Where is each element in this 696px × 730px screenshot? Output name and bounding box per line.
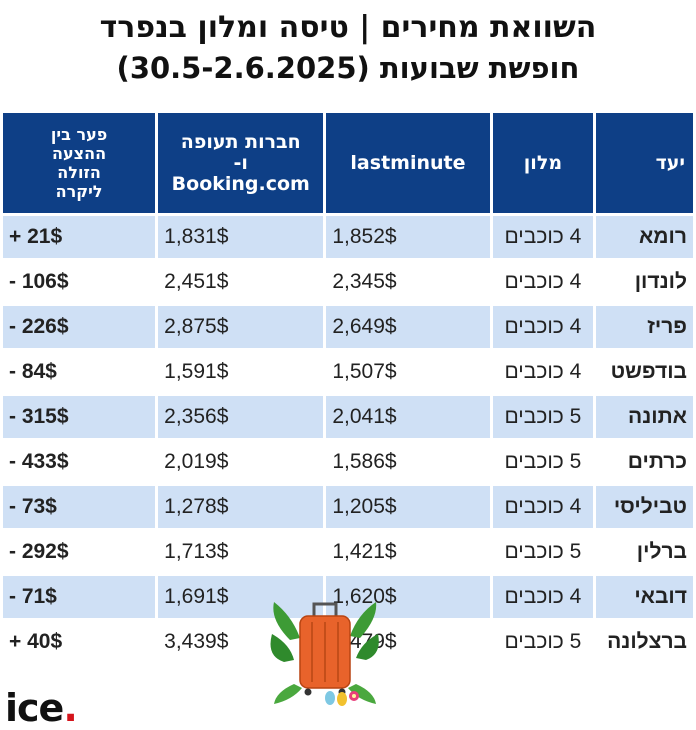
cell-hotel: 4 כוכבים <box>492 576 594 618</box>
cell-gap: + 21$ <box>3 216 156 258</box>
cell-lastminute-price: 1,507$ <box>326 351 490 393</box>
cell-booking-price: 3,439$ <box>158 621 324 663</box>
cell-lastminute-price: 2,345$ <box>326 261 490 303</box>
cell-destination: טביליסי <box>596 486 693 528</box>
page-title: השוואת מחירים | טיסה ומלון בנפרד חופשת ש… <box>0 8 696 88</box>
cell-destination: כרתים <box>596 441 693 483</box>
cell-destination: פריז <box>596 306 693 348</box>
cell-lastminute-price: 1,421$ <box>326 531 490 573</box>
title-line-2: חופשת שבועות (30.5-2.6.2025) <box>116 51 580 85</box>
cell-destination: רומא <box>596 216 693 258</box>
cell-gap: - 433$ <box>3 441 156 483</box>
cell-hotel: 4 כוכבים <box>492 216 594 258</box>
cell-booking-price: 1,713$ <box>158 531 324 573</box>
cell-destination: ברצלונה <box>596 621 693 663</box>
table-body: רומא 4 כוכבים 1,852$ 1,831$ + 21$ לונדון… <box>3 216 693 663</box>
cell-destination: אתונה <box>596 396 693 438</box>
cell-destination: בודפשט <box>596 351 693 393</box>
title-line-1: השוואת מחירים | טיסה ומלון בנפרד <box>99 10 597 45</box>
cell-hotel: 5 כוכבים <box>492 621 594 663</box>
cell-booking-price: 1,691$ <box>158 576 324 618</box>
header-gap-line-4: ליקרה <box>55 182 103 201</box>
table-row: לונדון 4 כוכבים 2,345$ 2,451$ - 106$ <box>3 261 693 303</box>
header-gap-line-3: הזולה <box>57 163 101 182</box>
cell-hotel: 4 כוכבים <box>492 261 594 303</box>
cell-hotel: 4 כוכבים <box>492 306 594 348</box>
cell-hotel: 4 כוכבים <box>492 486 594 528</box>
header-hotel: מלון <box>492 113 594 213</box>
cell-lastminute-price: 1,620$ <box>326 576 490 618</box>
cell-destination: דובאי <box>596 576 693 618</box>
header-destination: יעד <box>596 113 693 213</box>
table-header-row: יעד מלון lastminute חברות תעופה ו- Booki… <box>3 113 693 213</box>
cell-lastminute-price: 1,205$ <box>326 486 490 528</box>
cell-destination: ברלין <box>596 531 693 573</box>
table-row: רומא 4 כוכבים 1,852$ 1,831$ + 21$ <box>3 216 693 258</box>
cell-booking-price: 1,278$ <box>158 486 324 528</box>
cell-hotel: 5 כוכבים <box>492 396 594 438</box>
logo-text: ice <box>5 686 64 730</box>
table-row: ברלין 5 כוכבים 1,421$ 1,713$ - 292$ <box>3 531 693 573</box>
logo-dot: . <box>63 686 77 730</box>
cell-gap: - 73$ <box>3 486 156 528</box>
table-row: פריז 4 כוכבים 2,649$ 2,875$ - 226$ <box>3 306 693 348</box>
cell-destination: לונדון <box>596 261 693 303</box>
cell-gap: - 315$ <box>3 396 156 438</box>
cell-lastminute-price: 2,649$ <box>326 306 490 348</box>
table-row: בודפשט 4 כוכבים 1,507$ 1,591$ - 84$ <box>3 351 693 393</box>
table-row: דובאי 4 כוכבים 1,620$ 1,691$ - 71$ <box>3 576 693 618</box>
cell-booking-price: 2,019$ <box>158 441 324 483</box>
cell-gap: + 40$ <box>3 621 156 663</box>
cell-lastminute-price: 1,852$ <box>326 216 490 258</box>
table-row: טביליסי 4 כוכבים 1,205$ 1,278$ - 73$ <box>3 486 693 528</box>
ice-logo: ice. <box>5 686 78 730</box>
header-booking: חברות תעופה ו- Booking.com <box>158 113 324 213</box>
cell-booking-price: 1,591$ <box>158 351 324 393</box>
cell-booking-price: 2,356$ <box>158 396 324 438</box>
header-lastminute: lastminute <box>326 113 490 213</box>
cell-gap: - 71$ <box>3 576 156 618</box>
table-row: אתונה 5 כוכבים 2,041$ 2,356$ - 315$ <box>3 396 693 438</box>
table-row: כרתים 5 כוכבים 1,586$ 2,019$ - 433$ <box>3 441 693 483</box>
cell-lastminute-price: 1,586$ <box>326 441 490 483</box>
header-booking-line-1: חברות תעופה <box>180 130 301 153</box>
suitcase-with-palm-leaves-icon <box>270 602 379 706</box>
table-row: ברצלונה 5 כוכבים 3,479$ 3,439$ + 40$ <box>3 621 693 663</box>
cell-booking-price: 2,875$ <box>158 306 324 348</box>
header-gap: פער בין ההצעה הזולה ליקרה <box>3 113 156 213</box>
header-gap-line-2: ההצעה <box>52 144 107 163</box>
cell-gap: - 226$ <box>3 306 156 348</box>
cell-hotel: 5 כוכבים <box>492 441 594 483</box>
cell-gap: - 292$ <box>3 531 156 573</box>
cell-booking-price: 1,831$ <box>158 216 324 258</box>
cell-gap: - 106$ <box>3 261 156 303</box>
header-booking-line-2: ו- Booking.com <box>171 151 310 195</box>
price-comparison-table: יעד מלון lastminute חברות תעופה ו- Booki… <box>0 110 696 666</box>
cell-gap: - 84$ <box>3 351 156 393</box>
cell-hotel: 4 כוכבים <box>492 351 594 393</box>
cell-hotel: 5 כוכבים <box>492 531 594 573</box>
cell-booking-price: 2,451$ <box>158 261 324 303</box>
header-gap-line-1: פער בין <box>50 125 108 144</box>
cell-lastminute-price: 2,041$ <box>326 396 490 438</box>
